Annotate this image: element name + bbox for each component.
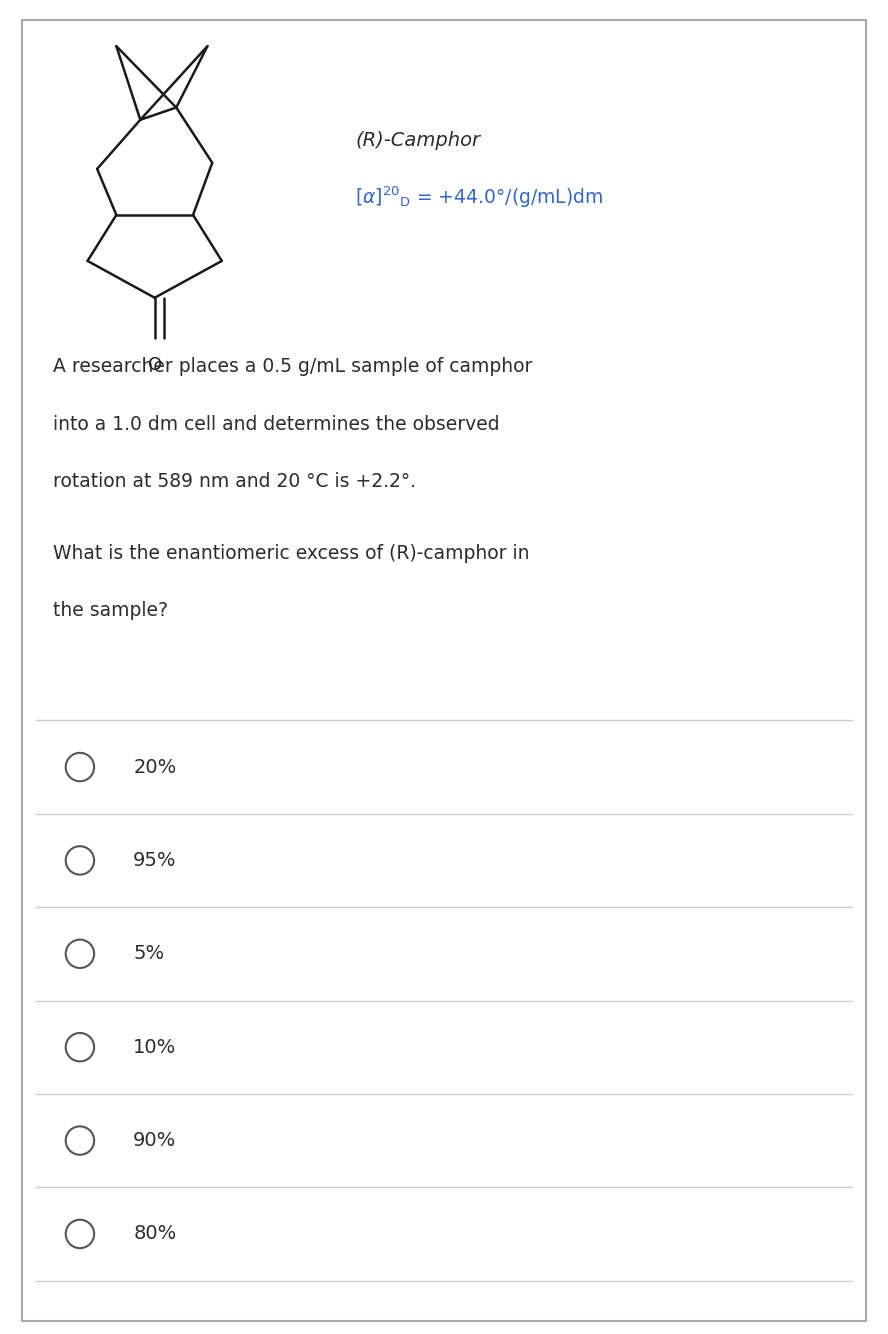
Text: 20%: 20% (133, 758, 177, 776)
Text: [$\alpha$]$^{20}$$_\mathrm{D}$ = +44.0°/(g/mL)dm: [$\alpha$]$^{20}$$_\mathrm{D}$ = +44.0°/… (355, 184, 604, 211)
Text: 80%: 80% (133, 1225, 177, 1243)
Text: (R)-Camphor: (R)-Camphor (355, 131, 480, 149)
Text: 90%: 90% (133, 1131, 177, 1150)
Text: 95%: 95% (133, 851, 177, 870)
Text: A researcher places a 0.5 g/mL sample of camphor: A researcher places a 0.5 g/mL sample of… (53, 358, 533, 376)
FancyBboxPatch shape (22, 20, 866, 1321)
Text: into a 1.0 dm cell and determines the observed: into a 1.0 dm cell and determines the ob… (53, 415, 500, 434)
Text: 10%: 10% (133, 1038, 177, 1057)
Text: What is the enantiomeric excess of (R)-camphor in: What is the enantiomeric excess of (R)-c… (53, 544, 530, 563)
Text: O: O (147, 356, 162, 375)
Text: the sample?: the sample? (53, 602, 169, 620)
Text: 5%: 5% (133, 944, 164, 963)
Text: rotation at 589 nm and 20 °C is +2.2°.: rotation at 589 nm and 20 °C is +2.2°. (53, 472, 416, 491)
